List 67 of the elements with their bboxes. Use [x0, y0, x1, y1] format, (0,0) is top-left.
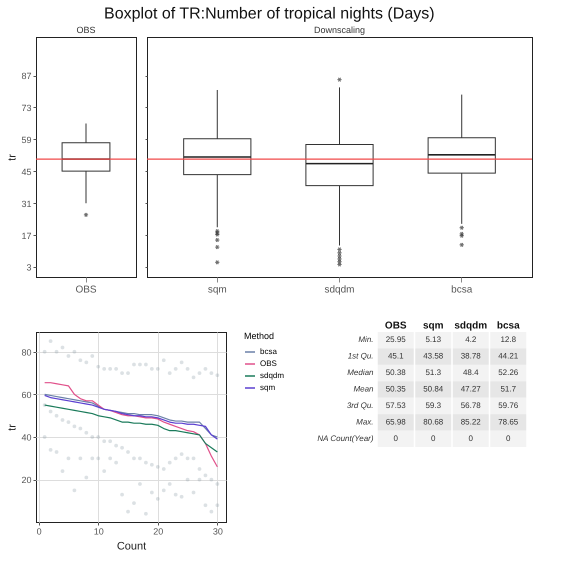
series-label: sqm: [422, 320, 444, 332]
x-tick-label: 10: [94, 526, 104, 536]
data-label: 45.1: [388, 352, 404, 361]
data-label: 59.3: [425, 400, 442, 410]
legend-title: Method: [244, 331, 274, 341]
y-tick-label: 40: [21, 432, 32, 443]
y-tick-label: 20: [21, 475, 32, 486]
chart-subtitle: Downscaling: [314, 25, 366, 35]
data-label: 4.2: [465, 335, 477, 344]
data-label: 43.58: [423, 352, 444, 361]
y-tick-label: 80: [21, 347, 32, 358]
data-label: 0: [506, 434, 512, 443]
y-tick-label: 60: [21, 390, 32, 400]
x-tick-label: bcsa: [451, 284, 473, 296]
x-tick-label: 30: [212, 526, 223, 536]
data-label: 52.26: [498, 368, 519, 378]
chart-title: Boxplot of TR:Number of tropical nights (Days): [104, 6, 435, 22]
y-axis-title: tr: [6, 424, 18, 431]
data-label: 12.8: [500, 335, 517, 344]
data-label: 59.76: [498, 400, 519, 410]
category-label: NA Count(Year): [317, 434, 374, 443]
x-tick-label: 0: [36, 526, 42, 536]
y-tick-label: 45: [21, 166, 32, 177]
legend-label: bcsa: [260, 347, 278, 356]
data-label: 47.27: [460, 384, 482, 394]
data-label: 38.78: [460, 352, 482, 361]
data-label: 78.65: [498, 417, 519, 426]
series-label: sdqdm: [454, 320, 488, 332]
y-tick-label: 3: [26, 262, 32, 273]
category-label: Median: [347, 368, 374, 378]
data-label: 0: [468, 434, 474, 443]
category-label: Min.: [358, 335, 374, 344]
data-label: 51.7: [500, 384, 517, 394]
y-tick-label: 17: [21, 230, 32, 241]
data-label: 0: [431, 434, 436, 443]
category-label: Max.: [356, 417, 374, 426]
data-label: 51.3: [425, 368, 442, 378]
data-label: 5.13: [425, 335, 442, 344]
y-tick-label: 59: [21, 134, 32, 145]
category-label: 3rd Qu.: [346, 400, 374, 410]
legend-label: OBS: [260, 359, 277, 368]
data-label: 50.38: [386, 368, 406, 378]
data-label: 48.4: [462, 368, 480, 378]
data-label: 25.95: [386, 335, 406, 344]
x-tick-label: 20: [153, 526, 164, 536]
data-label: 0: [394, 434, 399, 443]
data-label: 85.22: [460, 417, 482, 426]
x-tick-label: sqm: [208, 284, 227, 296]
data-label: 44.21: [498, 352, 519, 361]
category-label: 1st Qu.: [348, 352, 374, 361]
x-tick-label: sdqdm: [324, 284, 355, 296]
legend-label: sdqdm: [260, 371, 284, 380]
y-tick-label: 87: [21, 71, 32, 82]
data-label: 65.98: [386, 417, 406, 426]
series-label: bcsa: [496, 320, 520, 332]
data-label: 50.35: [386, 384, 406, 394]
x-axis-title: Count: [116, 540, 146, 552]
y-tick-label: 73: [21, 102, 32, 113]
category-label: Mean: [353, 384, 374, 394]
y-axis-title: tr: [6, 154, 18, 161]
data-label: 57.53: [386, 400, 406, 410]
data-label: 80.68: [423, 417, 444, 426]
legend-label: sqm: [260, 383, 276, 392]
data-label: 50.84: [423, 384, 444, 394]
series-label: OBS: [384, 320, 407, 332]
data-label: 56.78: [460, 400, 482, 410]
y-tick-label: 31: [21, 198, 32, 209]
